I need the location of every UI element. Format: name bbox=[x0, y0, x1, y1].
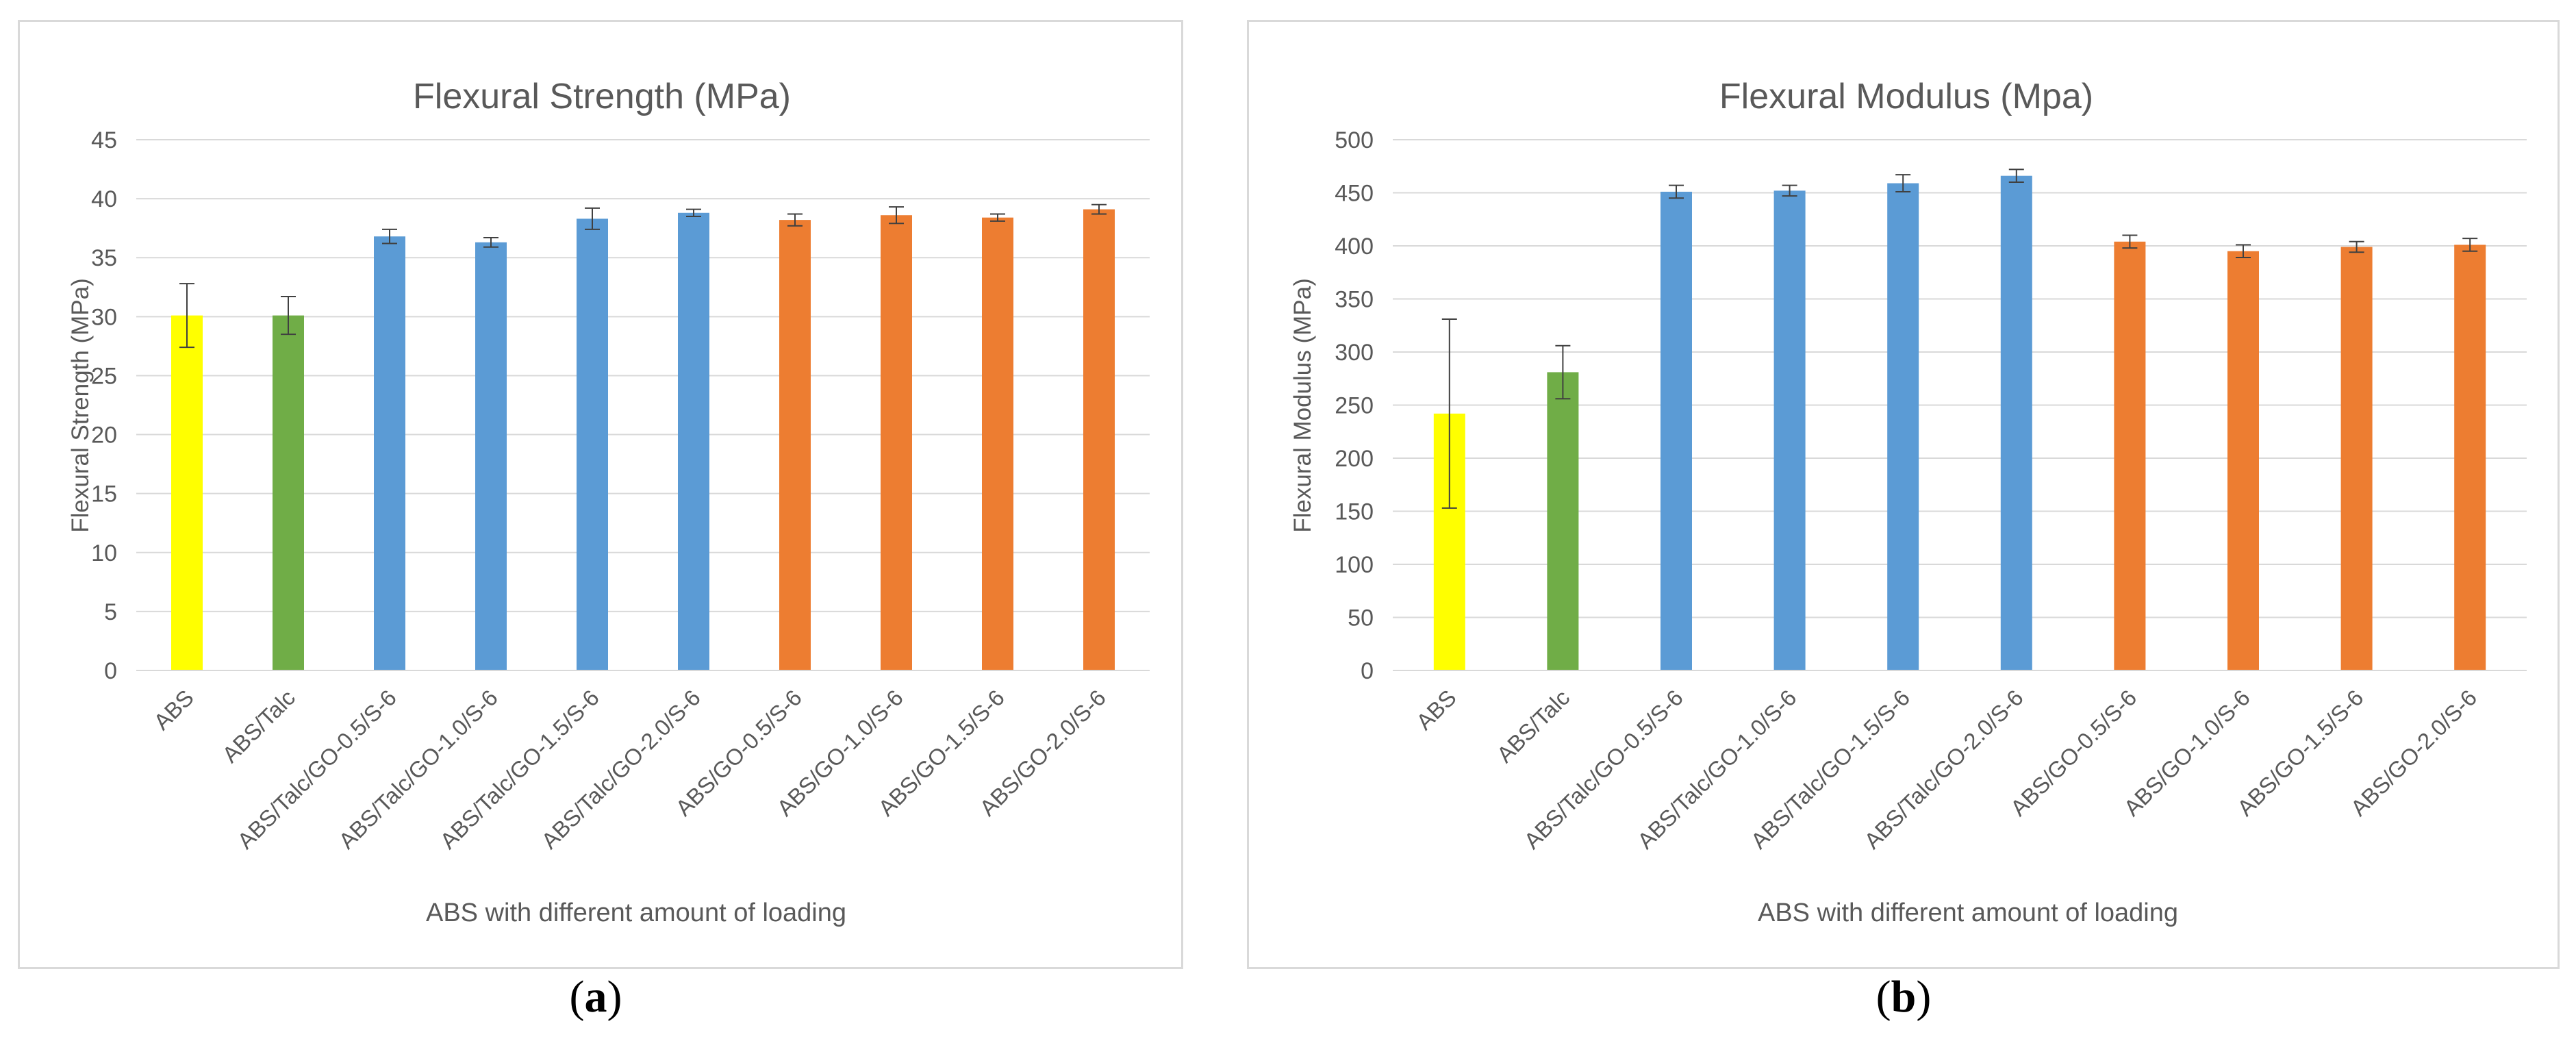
y-tick-label: 50 bbox=[1348, 605, 1374, 631]
caption-a-close: ) bbox=[607, 972, 622, 1022]
bar-abs-go-1-0-s-6 bbox=[881, 215, 912, 670]
chart-title: Flexural Strength (MPa) bbox=[413, 77, 791, 116]
error-bar bbox=[2462, 238, 2478, 252]
y-tick-label: 100 bbox=[1335, 552, 1374, 578]
error-bar bbox=[1782, 184, 1797, 197]
error-bar bbox=[2349, 240, 2364, 253]
y-tick-label: 0 bbox=[104, 658, 117, 684]
y-axis-label: Flexural Modulus (MPa) bbox=[1289, 278, 1316, 533]
error-bar bbox=[585, 207, 600, 230]
y-tick-label: 10 bbox=[91, 540, 117, 566]
y-tick-label: 15 bbox=[91, 481, 117, 507]
y-tick-label: 500 bbox=[1335, 127, 1374, 153]
bar-abs-go-1-0-s-6 bbox=[2227, 251, 2259, 670]
x-axis-label: ABS with different amount of loading bbox=[426, 899, 846, 927]
y-tick-label: 20 bbox=[91, 423, 117, 449]
y-tick-label: 40 bbox=[91, 186, 117, 212]
caption-b-close: ) bbox=[1916, 972, 1932, 1022]
error-bar bbox=[2008, 168, 2024, 183]
error-bar bbox=[483, 236, 498, 248]
error-bar bbox=[787, 213, 803, 227]
y-tick-label: 0 bbox=[1361, 658, 1374, 684]
error-bar bbox=[2236, 244, 2251, 259]
bar-abs-talc-go-0-5-s-6 bbox=[1660, 191, 1692, 670]
bar-abs-talc-go-2-0-s-6 bbox=[678, 212, 709, 670]
y-tick-label: 350 bbox=[1335, 287, 1374, 313]
error-bar bbox=[1895, 174, 1911, 192]
x-tick-label: ABS/Talc bbox=[217, 685, 300, 768]
bar-abs-talc-go-1-5-s-6 bbox=[1887, 183, 1919, 670]
chart-panel-flexural-modulus: Flexural Modulus (Mpa) 0 50 100 150 200 250 300… bbox=[1247, 20, 2560, 969]
bar-abs-talc-go-0-5-s-6 bbox=[374, 236, 405, 670]
error-bar bbox=[2122, 234, 2138, 249]
error-bar bbox=[382, 228, 397, 244]
error-bar bbox=[1669, 184, 1684, 199]
y-tick-label: 30 bbox=[91, 304, 117, 330]
x-tick-label: ABS bbox=[149, 685, 199, 735]
y-tick-label: 250 bbox=[1335, 393, 1374, 419]
error-bar bbox=[1555, 344, 1571, 400]
y-tick-label: 150 bbox=[1335, 499, 1374, 525]
bar-abs-talc-go-1-0-s-6 bbox=[475, 242, 507, 670]
error-bar bbox=[686, 208, 701, 217]
chart-flexural-strength: Flexural Strength (MPa) 0 5 10 15 20 25 30 35 40 4… bbox=[67, 77, 1150, 927]
y-tick-label: 45 bbox=[91, 127, 117, 153]
error-bar bbox=[990, 213, 1005, 222]
bar-abs-go-0-5-s-6 bbox=[779, 220, 811, 671]
error-bar bbox=[179, 283, 194, 349]
caption-a-letter: a bbox=[584, 972, 607, 1022]
chart-flexural-modulus: Flexural Modulus (Mpa) 0 50 100 150 200 250 300… bbox=[1289, 77, 2527, 927]
caption-b-letter: b bbox=[1891, 972, 1917, 1022]
bar-abs-go-2-0-s-6 bbox=[1083, 209, 1115, 671]
y-tick-label: 400 bbox=[1335, 234, 1374, 260]
bar-abs-talc-go-1-5-s-6 bbox=[577, 218, 608, 670]
y-tick-label: 200 bbox=[1335, 446, 1374, 472]
bar-abs-go-1-5-s-6 bbox=[2340, 247, 2373, 670]
y-tick-label: 450 bbox=[1335, 181, 1374, 207]
x-axis-label: ABS with different amount of loading bbox=[1758, 899, 2178, 927]
error-bar bbox=[281, 296, 296, 336]
y-axis-label: Flexural Strength (MPa) bbox=[67, 278, 94, 533]
bar-abs-go-2-0-s-6 bbox=[2454, 244, 2486, 670]
bar-abs-go-0-5-s-6 bbox=[2114, 241, 2146, 670]
error-bar bbox=[1441, 318, 1457, 509]
caption-a: (a) bbox=[527, 971, 664, 1023]
error-bar bbox=[889, 206, 904, 225]
bar-abs-talc bbox=[1547, 372, 1579, 670]
error-bar bbox=[1091, 203, 1107, 215]
bar-abs bbox=[171, 315, 203, 671]
chart-panel-flexural-strength: Flexural Strength (MPa) 0 5 10 15 20 25 30 35 40 4… bbox=[18, 20, 1183, 969]
y-tick-label: 35 bbox=[91, 245, 117, 271]
bar-abs-talc-go-1-0-s-6 bbox=[1773, 190, 1806, 670]
x-tick-label: ABS/Talc bbox=[1492, 685, 1575, 768]
y-tick-label: 5 bbox=[104, 599, 117, 625]
caption-b: (b) bbox=[1835, 971, 1972, 1023]
x-tick-label: ABS bbox=[1411, 685, 1461, 735]
caption-b-open: ( bbox=[1876, 972, 1891, 1022]
caption-a-open: ( bbox=[569, 972, 585, 1022]
chart-title: Flexural Modulus (Mpa) bbox=[1719, 77, 2093, 116]
y-tick-label: 300 bbox=[1335, 340, 1374, 366]
bar-abs-talc bbox=[273, 315, 304, 671]
x-tick-label: ABS/GO-2.0/S-6 bbox=[2345, 685, 2482, 821]
bar-abs-talc-go-2-0-s-6 bbox=[2000, 175, 2032, 670]
bar-abs-go-1-5-s-6 bbox=[982, 217, 1013, 671]
y-tick-label: 25 bbox=[91, 363, 117, 389]
